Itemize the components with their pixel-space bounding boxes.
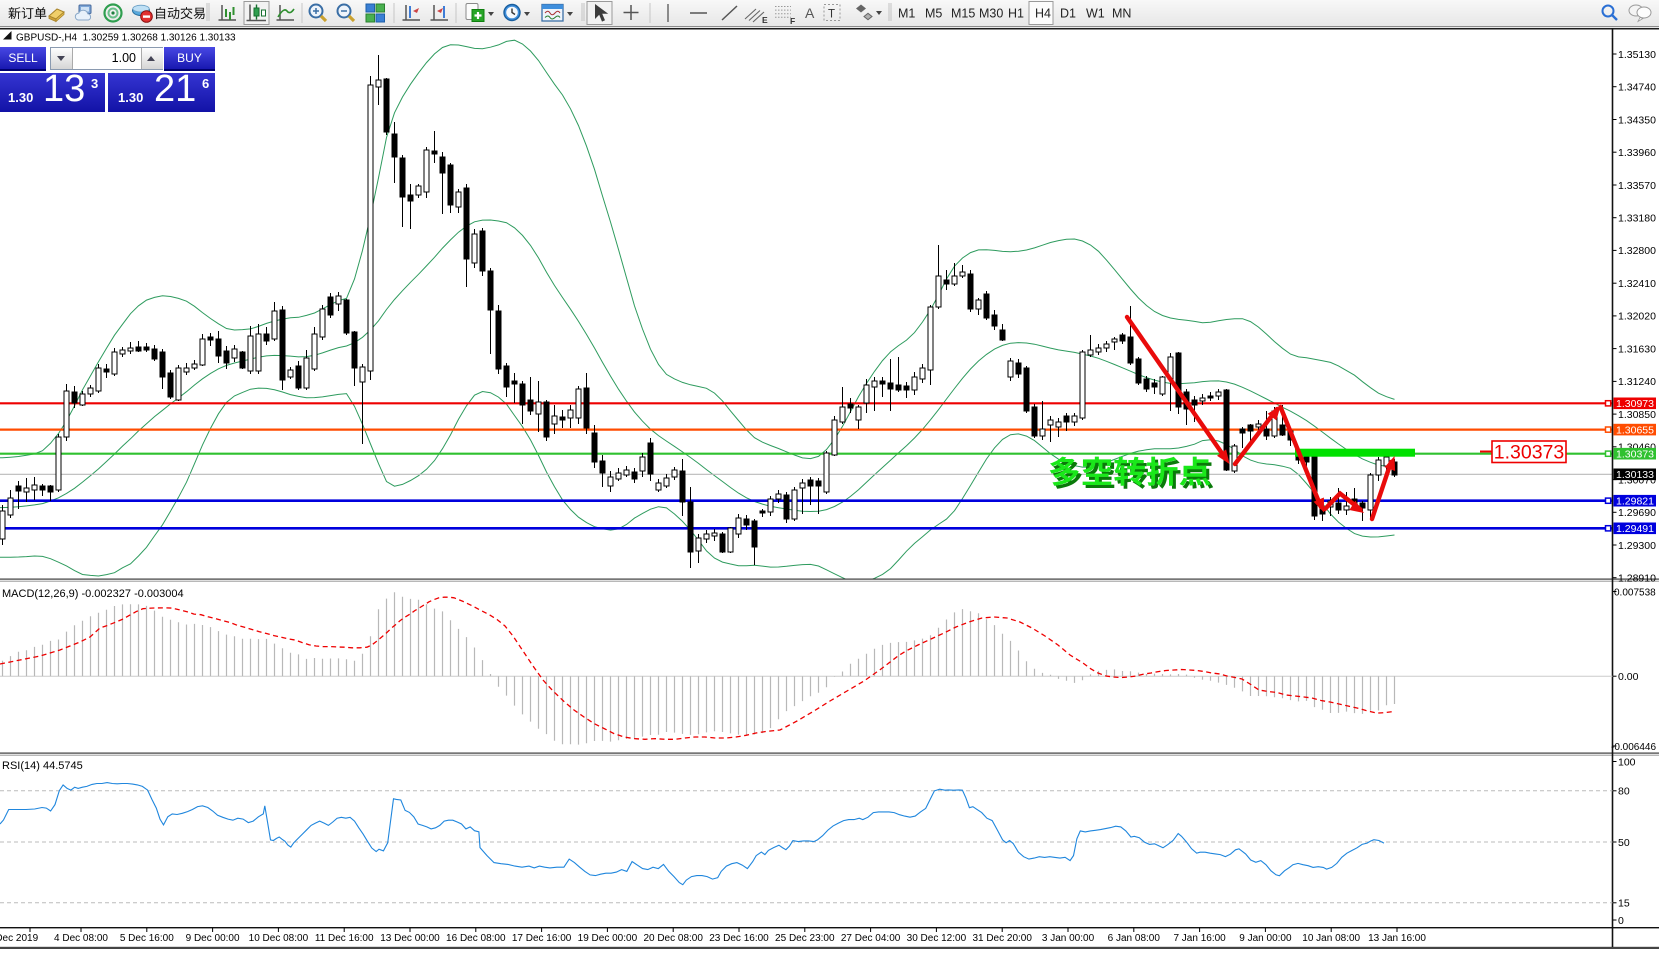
svg-text:13 Dec 00:00: 13 Dec 00:00: [380, 933, 440, 944]
svg-text:0.00: 0.00: [1618, 671, 1639, 683]
svg-text:1.34740: 1.34740: [1618, 82, 1656, 94]
svg-text:F: F: [790, 16, 795, 26]
svg-text:11 Dec 16:00: 11 Dec 16:00: [315, 933, 374, 944]
svg-text:RSI(14) 44.5745: RSI(14) 44.5745: [2, 760, 83, 772]
svg-text:3 Jan 00:00: 3 Jan 00:00: [1042, 933, 1095, 944]
svg-text:1.33570: 1.33570: [1618, 180, 1656, 192]
svg-text:80: 80: [1618, 786, 1630, 798]
svg-text:4 Dec 08:00: 4 Dec 08:00: [54, 933, 108, 944]
svg-text:7 Jan 16:00: 7 Jan 16:00: [1173, 933, 1226, 944]
svg-text:10 Dec 08:00: 10 Dec 08:00: [249, 933, 309, 944]
svg-text:H1: H1: [1008, 7, 1024, 21]
svg-text:1.30973: 1.30973: [1616, 398, 1654, 410]
svg-text:1.30373: 1.30373: [1494, 442, 1565, 464]
svg-text:1.33180: 1.33180: [1618, 213, 1656, 225]
svg-text:13 Jan 16:00: 13 Jan 16:00: [1368, 933, 1426, 944]
svg-text:1.30133: 1.30133: [1616, 469, 1654, 481]
svg-text:1.29690: 1.29690: [1618, 507, 1656, 519]
svg-text:M1: M1: [898, 7, 915, 21]
svg-text:20 Dec 08:00: 20 Dec 08:00: [643, 933, 703, 944]
svg-text:1.28910: 1.28910: [1618, 573, 1656, 585]
svg-text:M30: M30: [979, 7, 1003, 21]
svg-text:1.32410: 1.32410: [1618, 278, 1656, 290]
svg-text:31 Dec 20:00: 31 Dec 20:00: [972, 933, 1032, 944]
svg-text:2 Dec 2019: 2 Dec 2019: [0, 933, 39, 944]
svg-text:MN: MN: [1112, 7, 1131, 21]
svg-text:0.007538: 0.007538: [1614, 587, 1656, 598]
svg-text:A: A: [805, 5, 815, 21]
svg-text:M15: M15: [951, 7, 975, 21]
svg-text:1.29300: 1.29300: [1618, 540, 1656, 552]
svg-text:25 Dec 23:00: 25 Dec 23:00: [775, 933, 835, 944]
svg-text:-0.006446: -0.006446: [1611, 742, 1656, 753]
svg-text:9 Jan 00:00: 9 Jan 00:00: [1239, 933, 1292, 944]
svg-text:1.31630: 1.31630: [1618, 343, 1656, 355]
svg-text:27 Dec 04:00: 27 Dec 04:00: [841, 933, 901, 944]
svg-text:1.32020: 1.32020: [1618, 311, 1656, 323]
svg-text:19 Dec 00:00: 19 Dec 00:00: [578, 933, 638, 944]
svg-text:10 Jan 08:00: 10 Jan 08:00: [1302, 933, 1360, 944]
svg-text:1.29821: 1.29821: [1616, 496, 1654, 508]
svg-text:15: 15: [1618, 898, 1630, 910]
svg-text:1.35130: 1.35130: [1618, 49, 1656, 61]
svg-text:9 Dec 00:00: 9 Dec 00:00: [186, 933, 240, 944]
svg-text:100: 100: [1618, 756, 1636, 768]
svg-text:1.33960: 1.33960: [1618, 147, 1656, 159]
svg-text:1.29491: 1.29491: [1616, 523, 1654, 535]
svg-text:GBPUSD-,H4 1.30259 1.30268 1.: GBPUSD-,H4 1.30259 1.30268 1.30126 1.301…: [16, 33, 236, 44]
svg-text:17 Dec 16:00: 17 Dec 16:00: [512, 933, 572, 944]
svg-text:MACD(12,26,9) -0.002327 -0.003: MACD(12,26,9) -0.002327 -0.003004: [2, 588, 184, 600]
svg-text:5 Dec 16:00: 5 Dec 16:00: [120, 933, 174, 944]
svg-text:1.31240: 1.31240: [1618, 376, 1656, 388]
svg-text:1.30850: 1.30850: [1618, 409, 1656, 421]
svg-text:1.30655: 1.30655: [1616, 425, 1654, 437]
svg-text:30 Dec 12:00: 30 Dec 12:00: [907, 933, 967, 944]
svg-text:0: 0: [1618, 915, 1624, 927]
svg-text:W1: W1: [1086, 7, 1105, 21]
svg-text:1.30373: 1.30373: [1616, 449, 1654, 461]
svg-text:M5: M5: [925, 7, 942, 21]
svg-text:H4: H4: [1035, 7, 1051, 21]
svg-text:1.32800: 1.32800: [1618, 245, 1656, 257]
svg-text:23 Dec 16:00: 23 Dec 16:00: [709, 933, 769, 944]
svg-text:E: E: [762, 15, 768, 25]
svg-text:6 Jan 08:00: 6 Jan 08:00: [1108, 933, 1161, 944]
svg-text:T: T: [828, 9, 835, 21]
svg-text:1.34350: 1.34350: [1618, 114, 1656, 126]
svg-text:50: 50: [1618, 837, 1630, 849]
svg-text:16 Dec 08:00: 16 Dec 08:00: [446, 933, 506, 944]
svg-text:D1: D1: [1060, 7, 1076, 21]
